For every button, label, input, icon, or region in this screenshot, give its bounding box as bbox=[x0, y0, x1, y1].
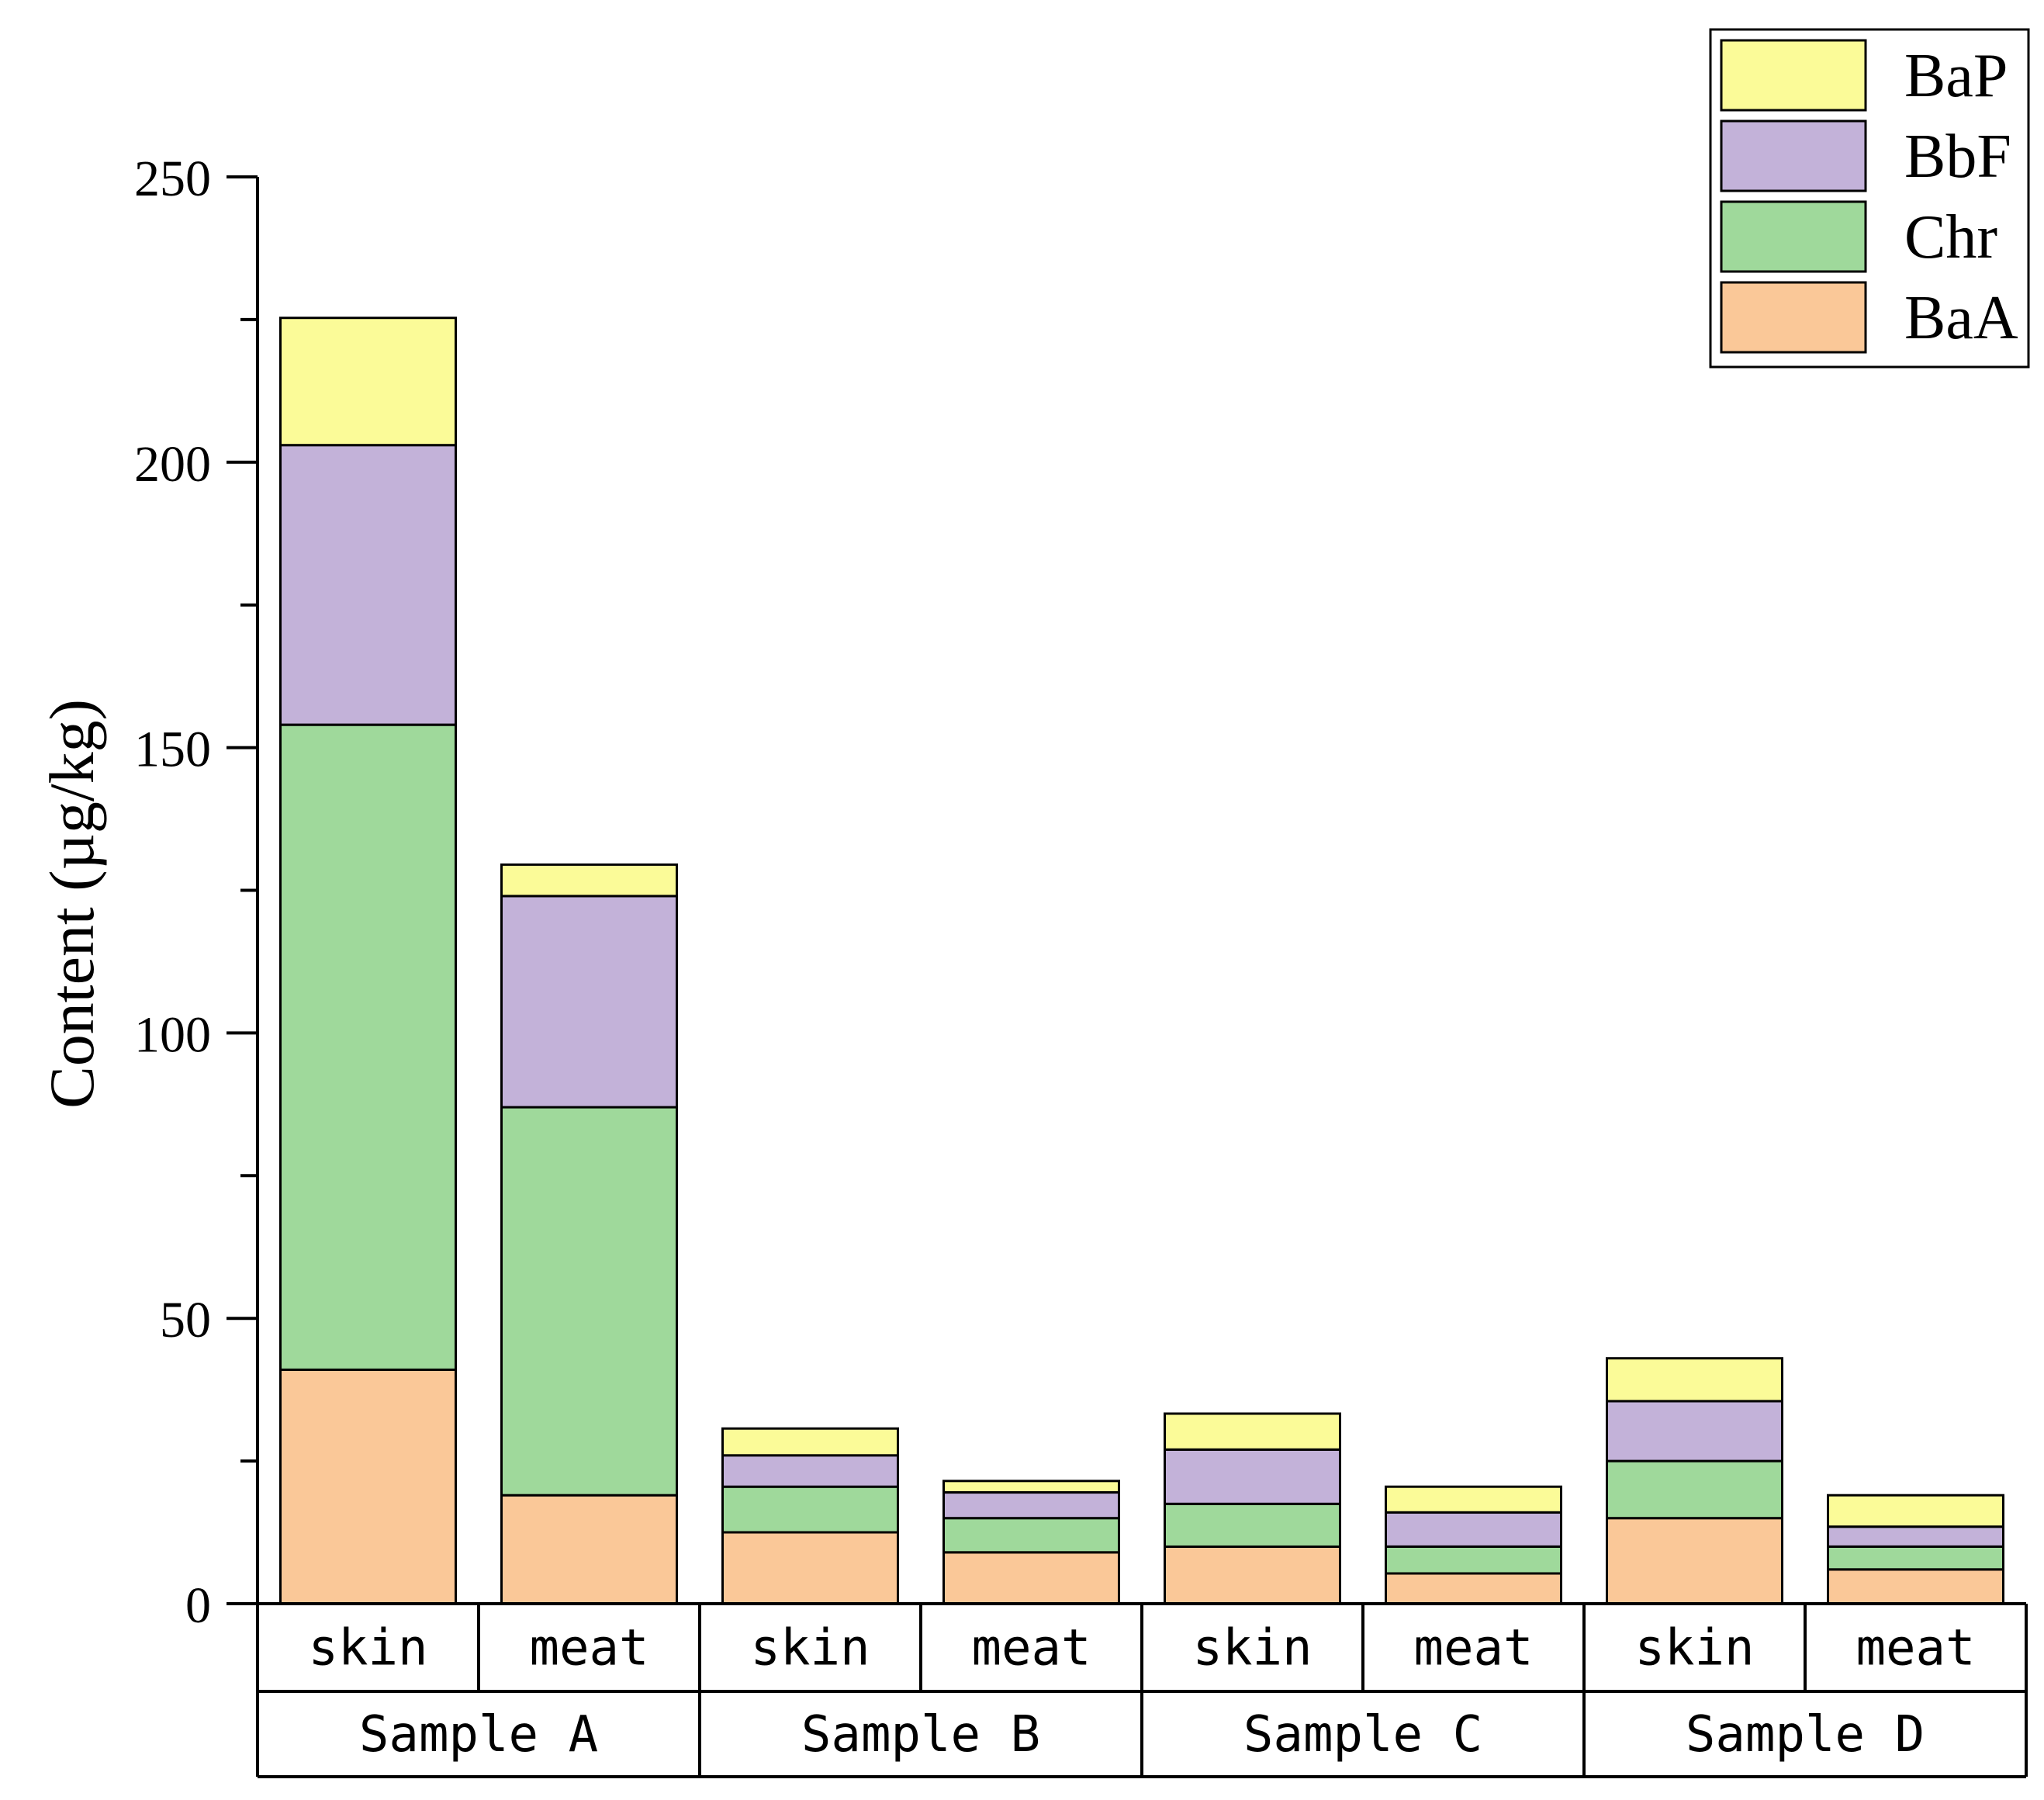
y-tick-label: 200 bbox=[134, 436, 211, 493]
bar-segment-bap-8 bbox=[1827, 1494, 2004, 1528]
legend-swatch-baa bbox=[1720, 281, 1867, 354]
bar-segment-baa-1 bbox=[279, 1368, 457, 1605]
bar-segment-bbf-8 bbox=[1827, 1525, 2004, 1548]
legend-label-bap: BaP bbox=[1904, 42, 2008, 110]
category-label-meat: meat bbox=[1856, 1620, 1975, 1677]
category-label-skin: skin bbox=[1192, 1620, 1312, 1677]
bar-segment-baa-3 bbox=[721, 1531, 899, 1605]
category-label-meat: meat bbox=[971, 1620, 1091, 1677]
y-tick-label: 50 bbox=[160, 1292, 211, 1348]
legend-swatch-bbf bbox=[1720, 119, 1867, 192]
bar-segment-baa-4 bbox=[942, 1551, 1120, 1605]
group-label: Sample B bbox=[801, 1706, 1040, 1764]
legend-swatch-bap bbox=[1720, 39, 1867, 112]
bar-segment-chr-3 bbox=[721, 1485, 899, 1534]
axes-layer: 0 50 100 150 200 250 bbox=[134, 151, 2026, 1634]
bar-segment-baa-8 bbox=[1827, 1568, 2004, 1605]
bar-segment-bap-5 bbox=[1164, 1412, 1341, 1451]
bar-segment-baa-5 bbox=[1164, 1545, 1341, 1605]
category-label-meat: meat bbox=[1413, 1620, 1533, 1677]
bar-segment-chr-1 bbox=[279, 723, 457, 1371]
y-axis-title: Content (µg/kg) bbox=[36, 699, 107, 1109]
bar-segment-bap-6 bbox=[1385, 1485, 1562, 1514]
category-label-skin: skin bbox=[308, 1620, 427, 1677]
y-tick-label: 150 bbox=[134, 722, 211, 778]
bar-segment-bap-1 bbox=[279, 317, 457, 447]
category-label-meat: meat bbox=[529, 1620, 648, 1677]
bars-layer bbox=[279, 317, 2004, 1605]
category-label-skin: skin bbox=[1634, 1620, 1754, 1677]
group-label: Sample A bbox=[359, 1706, 598, 1764]
legend-swatch-chr bbox=[1720, 200, 1867, 273]
legend-label-baa: BaA bbox=[1904, 284, 2018, 352]
bar-segment-bbf-2 bbox=[500, 895, 678, 1109]
bar-segment-bbf-5 bbox=[1164, 1448, 1341, 1505]
group-label: Sample D bbox=[1686, 1706, 1925, 1764]
bar-segment-bap-7 bbox=[1606, 1357, 1783, 1403]
legend: BaP BbF Chr BaA bbox=[1709, 28, 2030, 369]
legend-label-bbf: BbF bbox=[1904, 123, 2011, 191]
bar-segment-bbf-6 bbox=[1385, 1511, 1562, 1548]
bar-segment-bbf-1 bbox=[279, 444, 457, 726]
bar-segment-bbf-7 bbox=[1606, 1400, 1783, 1462]
bar-segment-bap-3 bbox=[721, 1427, 899, 1457]
bar-segment-bbf-3 bbox=[721, 1454, 899, 1488]
y-tick-label: 100 bbox=[134, 1006, 211, 1063]
bar-segment-baa-7 bbox=[1606, 1517, 1783, 1605]
legend-label-chr: Chr bbox=[1904, 203, 1997, 272]
group-label: Sample C bbox=[1243, 1706, 1482, 1764]
bar-segment-chr-6 bbox=[1385, 1545, 1562, 1575]
bar-segment-bap-2 bbox=[500, 863, 678, 898]
bar-segment-chr-8 bbox=[1827, 1545, 2004, 1571]
bar-segment-baa-2 bbox=[500, 1494, 678, 1605]
category-label-skin: skin bbox=[750, 1620, 870, 1677]
bar-segment-bap-4 bbox=[942, 1480, 1120, 1494]
bar-segment-chr-7 bbox=[1606, 1459, 1783, 1520]
bar-segment-chr-2 bbox=[500, 1106, 678, 1497]
y-tick-label: 250 bbox=[134, 151, 211, 207]
bar-segment-chr-5 bbox=[1164, 1502, 1341, 1549]
y-tick-label: 0 bbox=[185, 1577, 211, 1634]
bar-segment-bbf-4 bbox=[942, 1491, 1120, 1520]
bar-segment-chr-4 bbox=[942, 1517, 1120, 1554]
category-table: skin meat skin meat skin meat skin meat Sample A… bbox=[256, 1604, 2028, 1778]
bar-segment-baa-6 bbox=[1385, 1572, 1562, 1605]
